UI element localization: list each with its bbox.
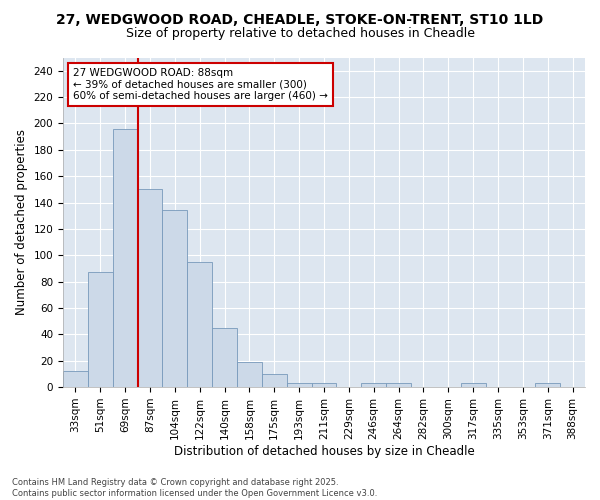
X-axis label: Distribution of detached houses by size in Cheadle: Distribution of detached houses by size … <box>173 444 475 458</box>
Text: 27, WEDGWOOD ROAD, CHEADLE, STOKE-ON-TRENT, ST10 1LD: 27, WEDGWOOD ROAD, CHEADLE, STOKE-ON-TRE… <box>56 12 544 26</box>
Bar <box>287 383 311 387</box>
Text: Size of property relative to detached houses in Cheadle: Size of property relative to detached ho… <box>125 28 475 40</box>
Bar <box>262 374 287 387</box>
Bar <box>163 210 187 387</box>
Y-axis label: Number of detached properties: Number of detached properties <box>15 130 28 316</box>
Bar <box>386 383 411 387</box>
Bar <box>113 128 137 387</box>
Bar <box>88 272 113 387</box>
Bar <box>461 383 485 387</box>
Text: 27 WEDGWOOD ROAD: 88sqm
← 39% of detached houses are smaller (300)
60% of semi-d: 27 WEDGWOOD ROAD: 88sqm ← 39% of detache… <box>73 68 328 101</box>
Bar <box>63 372 88 387</box>
Bar <box>137 190 163 387</box>
Bar <box>237 362 262 387</box>
Bar <box>212 328 237 387</box>
Text: Contains HM Land Registry data © Crown copyright and database right 2025.
Contai: Contains HM Land Registry data © Crown c… <box>12 478 377 498</box>
Bar <box>361 383 386 387</box>
Bar <box>187 262 212 387</box>
Bar <box>311 383 337 387</box>
Bar <box>535 383 560 387</box>
